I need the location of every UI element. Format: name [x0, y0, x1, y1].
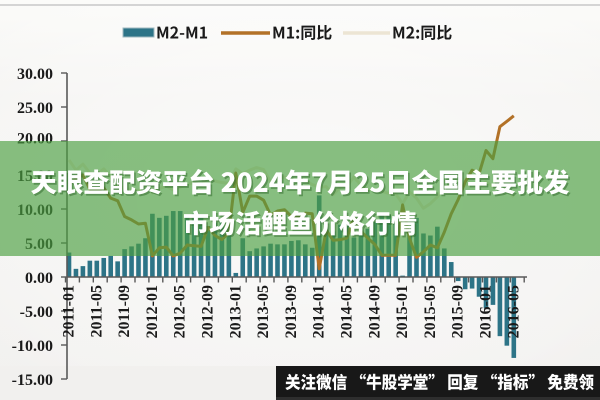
- svg-text:25.00: 25.00: [17, 100, 53, 117]
- svg-text:2011-09: 2011-09: [116, 285, 133, 337]
- svg-text:2014-09: 2014-09: [366, 285, 383, 338]
- svg-text:2015-09: 2015-09: [450, 285, 467, 338]
- svg-text:0.00: 0.00: [25, 270, 53, 287]
- svg-text:-5.00: -5.00: [20, 304, 53, 321]
- svg-text:2012-01: 2012-01: [144, 285, 161, 338]
- svg-text:2012-09: 2012-09: [200, 285, 217, 338]
- svg-text:2012-05: 2012-05: [172, 285, 189, 338]
- svg-text:2016-05: 2016-05: [505, 285, 522, 338]
- svg-text:2014-01: 2014-01: [311, 285, 328, 338]
- svg-text:2016-01: 2016-01: [478, 285, 495, 338]
- svg-text:2015-01: 2015-01: [394, 285, 411, 338]
- svg-text:2014-05: 2014-05: [339, 285, 356, 338]
- svg-text:30.00: 30.00: [17, 66, 53, 83]
- svg-text:2011-01: 2011-01: [61, 285, 78, 337]
- svg-text:2013-01: 2013-01: [227, 285, 244, 338]
- svg-text:2011-05: 2011-05: [88, 285, 105, 337]
- svg-text:2013-05: 2013-05: [255, 285, 272, 338]
- svg-text:-15.00: -15.00: [12, 372, 53, 389]
- svg-text:-10.00: -10.00: [12, 338, 53, 355]
- svg-text:2015-05: 2015-05: [422, 285, 439, 338]
- svg-text:2013-09: 2013-09: [283, 285, 300, 338]
